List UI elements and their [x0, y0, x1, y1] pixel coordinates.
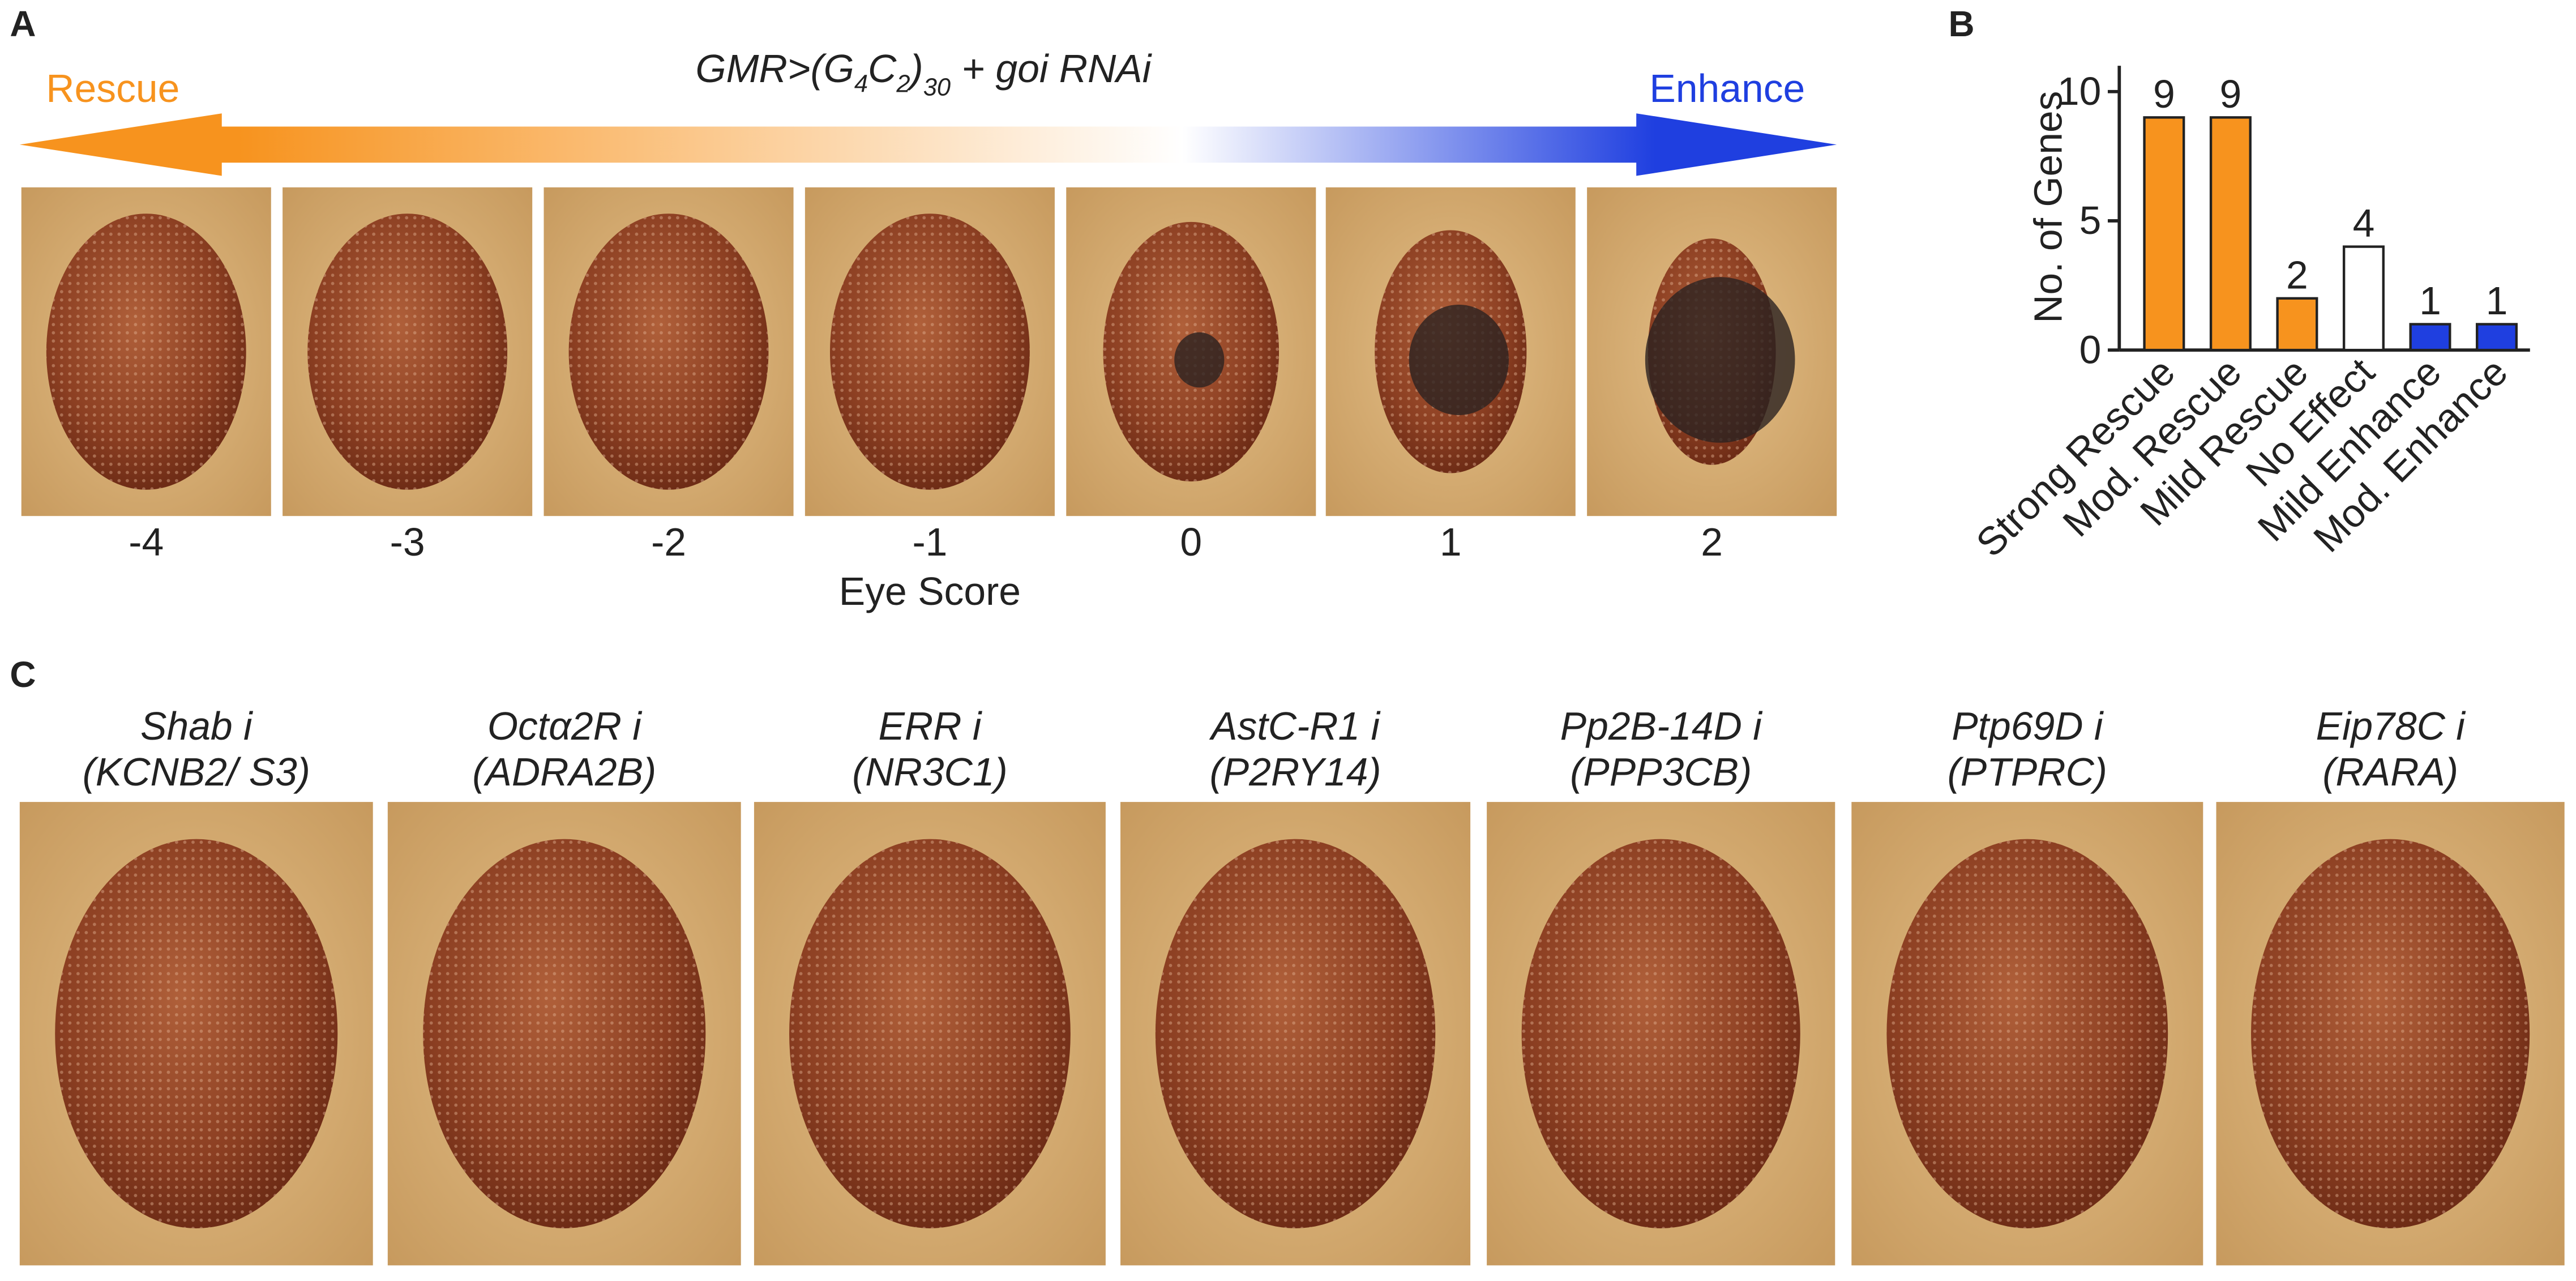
score-label: 0: [1180, 520, 1202, 564]
eye-facets: [568, 214, 769, 490]
necrosis: [1409, 305, 1509, 416]
ortholog-label: (KCNB2/ S3): [83, 750, 310, 794]
gradient-arrow: [19, 113, 1837, 176]
ortholog-label: (RARA): [2322, 750, 2458, 794]
bar: [2209, 116, 2252, 352]
gene-label: Pp2B-14D i: [1560, 704, 1764, 748]
enhance-label: Enhance: [1649, 66, 1805, 110]
x-axis-label: Eye Score: [839, 569, 1021, 613]
gene-label: AstC-R1 i: [1209, 704, 1381, 748]
rescue-label: Rescue: [46, 66, 179, 110]
score-label: 1: [1440, 520, 1462, 564]
eye-facets: [307, 214, 508, 490]
score-label: -3: [390, 520, 425, 564]
eye-photos-c: Shab i(KCNB2/ S3) Octα2R i(ADRA2B) ERR i(N…: [19, 704, 2565, 1266]
ortholog-label: (ADRA2B): [472, 750, 656, 794]
eye-facets: [423, 839, 706, 1228]
value-label: 9: [2153, 72, 2175, 116]
y-axis-label: No. of Genes: [2026, 91, 2070, 323]
title-part: GMR>(G: [695, 46, 854, 91]
eye-facets: [1886, 839, 2168, 1228]
bar: [2276, 297, 2318, 352]
score-label: -4: [129, 520, 164, 564]
score-label: -1: [912, 520, 947, 564]
ortholog-label: (PTPRC): [1948, 750, 2107, 794]
title-sub: 4: [854, 71, 868, 98]
y-tick-label: 5: [2079, 198, 2102, 242]
value-label: 2: [2286, 253, 2308, 297]
panel-label: C: [10, 654, 36, 695]
panel-label: B: [1949, 3, 1975, 44]
ortholog-label: (P2RY14): [1209, 750, 1381, 794]
necrosis: [1174, 332, 1225, 388]
bar: [2409, 323, 2451, 352]
gene-label: Eip78C i: [2316, 704, 2467, 748]
eye-facets: [1155, 839, 1436, 1228]
bar: [2143, 116, 2185, 352]
panel-a-title: GMR>(G4C2)30 + goi RNAi: [695, 46, 1152, 101]
gene-label: Octα2R i: [487, 704, 643, 748]
score-label: 2: [1701, 520, 1723, 564]
eye-facets: [55, 839, 338, 1228]
gene-label: Shab i: [140, 704, 254, 748]
eye-facets: [46, 214, 246, 490]
y-tick-label: 10: [2057, 69, 2101, 113]
value-label: 1: [2486, 279, 2508, 323]
gene-label: ERR i: [878, 704, 982, 748]
eye-photos-a: -4 -3 -2 -1 0 1 2: [21, 187, 1837, 564]
panel-label: A: [10, 3, 36, 44]
score-label: -2: [651, 520, 686, 564]
bar: [2342, 245, 2385, 352]
y-tick-label: 0: [2079, 327, 2102, 372]
bar: [2475, 323, 2518, 352]
ortholog-label: (NR3C1): [852, 750, 1008, 794]
gene-label: Ptp69D i: [1952, 704, 2104, 748]
value-label: 1: [2419, 279, 2441, 323]
necrosis: [1645, 277, 1795, 443]
value-label: 9: [2220, 72, 2242, 116]
title-part: + goi RNAi: [951, 46, 1153, 91]
eye-facets: [789, 839, 1071, 1228]
title-sub: 30: [923, 74, 951, 101]
ortholog-label: (PPP3CB): [1570, 750, 1752, 794]
eye-facets: [1521, 839, 1800, 1228]
title-sub: 2: [896, 71, 910, 98]
eye-facets: [829, 214, 1030, 490]
value-label: 4: [2353, 201, 2375, 245]
eye-facets: [2251, 839, 2530, 1228]
title-part: C: [868, 46, 897, 91]
